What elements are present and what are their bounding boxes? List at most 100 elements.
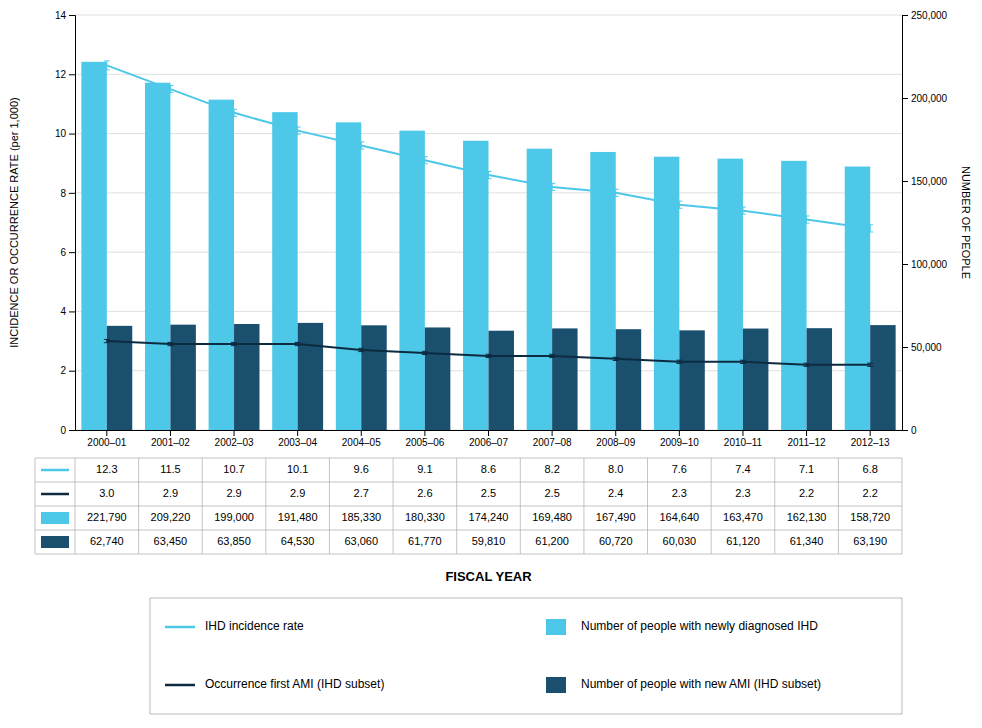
table-cell: 2.5: [481, 487, 496, 499]
tick-mark: [615, 430, 616, 436]
bar: [616, 329, 641, 430]
tick-mark: [361, 430, 362, 436]
tick-mark: [170, 430, 171, 436]
bar: [425, 327, 450, 430]
tick-label: 0: [60, 425, 66, 436]
table-icon: [41, 469, 69, 472]
bar: [234, 324, 259, 430]
table-line: [35, 554, 902, 555]
error-bar: [231, 109, 237, 116]
table-cell: 61,200: [535, 535, 569, 547]
tick-label: 2009–10: [660, 437, 699, 448]
tick-label: 8: [60, 188, 66, 199]
bar: [781, 161, 806, 430]
error-bar: [231, 342, 237, 345]
line: [107, 65, 870, 228]
table-cell: 2.5: [544, 487, 559, 499]
table-cell: 199,000: [214, 511, 254, 523]
table-cell: 62,740: [90, 535, 124, 547]
tick-mark: [69, 430, 75, 431]
table-cell: 61,120: [726, 535, 760, 547]
table-icon: [41, 512, 69, 524]
tick-mark: [488, 430, 489, 436]
bar: [654, 157, 679, 430]
chart: 02468101214050,000100,000150,000200,0002…: [0, 0, 982, 728]
tick-mark: [552, 430, 553, 436]
tick: 2010–11: [724, 430, 763, 448]
bar: [361, 325, 386, 430]
tick: 0: [60, 425, 75, 436]
table-cell: 158,720: [850, 511, 890, 523]
error-bar: [167, 342, 173, 345]
error-bar: [804, 363, 810, 366]
error-bar: [740, 207, 746, 214]
error-bar: [358, 348, 364, 351]
tick: 250,000: [902, 10, 948, 21]
error-bar: [867, 363, 873, 366]
tick-label: 100,000: [911, 259, 948, 270]
axis-title: FISCAL YEAR: [445, 569, 532, 584]
bar: [870, 325, 895, 430]
tick: 2001–02: [151, 430, 190, 448]
table-cell: 2.4: [608, 487, 623, 499]
tick: 2007–08: [533, 430, 572, 448]
table-cell: 162,130: [787, 511, 827, 523]
table-line: [35, 458, 36, 554]
table-line: [456, 458, 457, 554]
table-cell: 2.9: [290, 487, 305, 499]
tick: 2012–13: [851, 430, 890, 448]
tick-label: 50,000: [911, 342, 942, 353]
bar: [145, 83, 170, 430]
table-line: [202, 458, 203, 554]
tick-mark: [742, 430, 743, 436]
error-bar: [295, 127, 301, 134]
grid-line: [75, 74, 902, 75]
error-bar: [676, 360, 682, 363]
legend-label: IHD incidence rate: [205, 619, 304, 633]
table-line: [35, 458, 902, 459]
bar: [81, 62, 106, 430]
table-line: [138, 458, 139, 554]
bar: [679, 330, 704, 430]
table-cell: 9.6: [354, 463, 369, 475]
tick-mark: [106, 430, 107, 436]
table-cell: 7.6: [672, 463, 687, 475]
table-icon: [41, 536, 69, 548]
tick-mark: [902, 430, 908, 431]
error-bar: [549, 354, 555, 357]
bar: [552, 328, 577, 430]
legend-box: [150, 598, 902, 714]
tick-label: 2004–05: [342, 437, 381, 448]
table-cell: 7.1: [799, 463, 814, 475]
axis-title: INCIDENCE OR OCCURRENCE RATE (per 1,000): [8, 97, 20, 347]
table-cell: 63,850: [217, 535, 251, 547]
table-cell: 11.5: [160, 463, 181, 475]
tick-mark: [69, 15, 75, 16]
table-cell: 60,720: [599, 535, 633, 547]
tick: 2000–01: [87, 430, 126, 448]
legend-item: Occurrence first AMI (IHD subset): [165, 677, 384, 691]
tick-label: 2006–07: [469, 437, 508, 448]
error-bar: [549, 183, 555, 190]
table-line: [520, 458, 521, 554]
tick: 2002–03: [215, 430, 254, 448]
legend-label: Number of people with newly diagnosed IH…: [581, 619, 818, 633]
bar: [590, 152, 615, 430]
table-cell: 2.3: [672, 487, 687, 499]
tick: 150,000: [902, 176, 948, 187]
table-cell: 10.7: [223, 463, 244, 475]
table-line: [35, 506, 902, 507]
legend-swatch: [165, 684, 195, 687]
table-cell: 2.9: [163, 487, 178, 499]
table-cell: 185,330: [341, 511, 381, 523]
legend-item: IHD incidence rate: [165, 619, 304, 633]
tick-mark: [69, 371, 75, 372]
tick-label: 2008–09: [596, 437, 635, 448]
tick: 12: [55, 69, 75, 80]
error-bar: [104, 61, 110, 70]
tick-label: 2000–01: [87, 437, 126, 448]
tick-mark: [69, 252, 75, 253]
tick-label: 2011–12: [787, 437, 826, 448]
table-cell: 63,450: [154, 535, 188, 547]
table-cell: 2.2: [799, 487, 814, 499]
